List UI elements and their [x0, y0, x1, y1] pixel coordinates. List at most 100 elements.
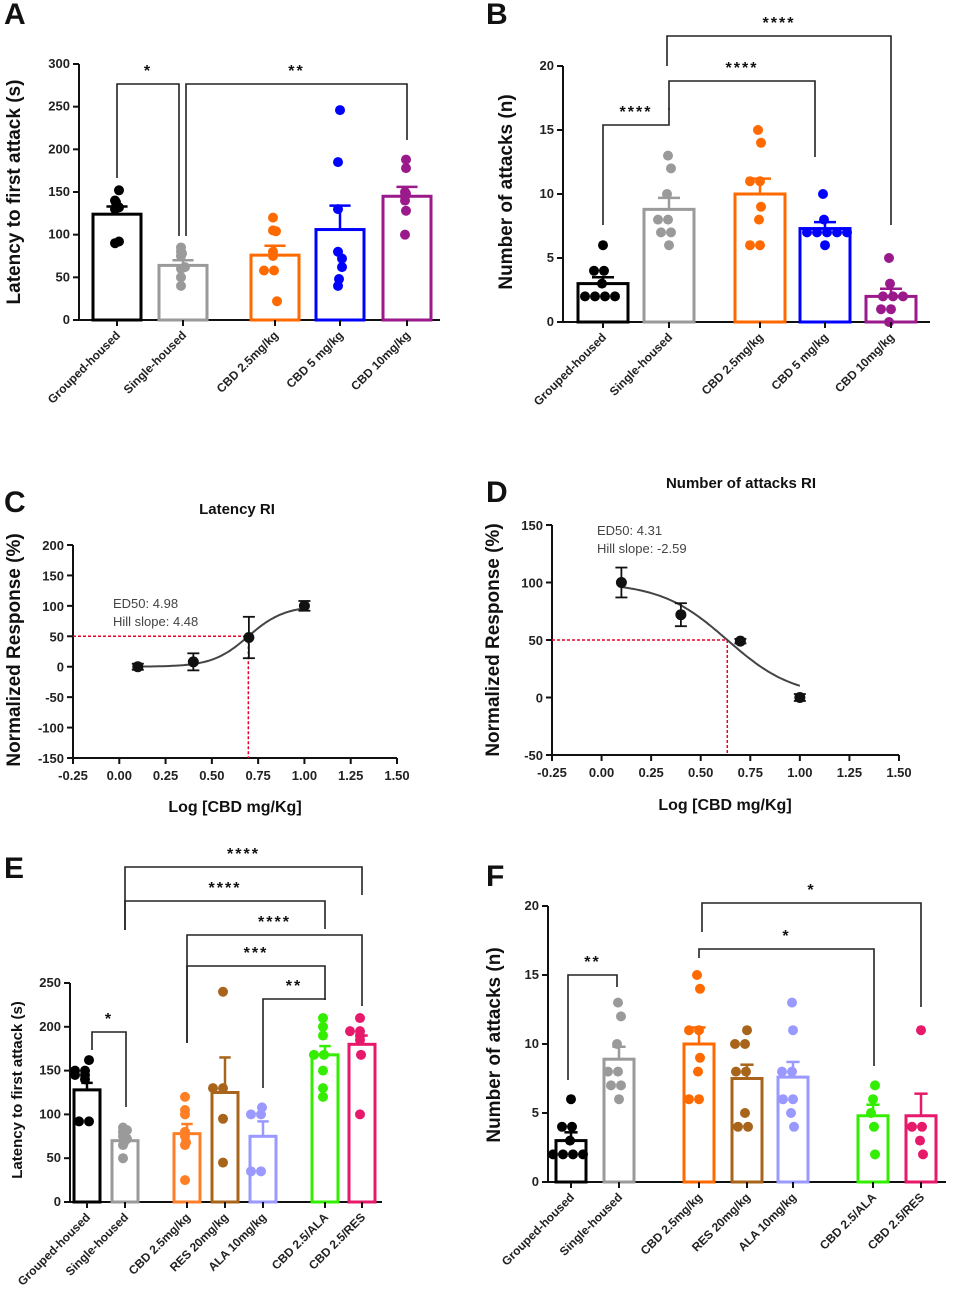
data-point: [884, 253, 894, 263]
x-tick-label: 1.50: [886, 765, 911, 780]
category-label: Single-housed: [607, 330, 675, 398]
data-point: [600, 291, 610, 302]
data-point: [335, 105, 345, 116]
data-point: [180, 1109, 190, 1120]
bar: [249, 253, 301, 322]
panel-letter-f: F: [486, 860, 504, 893]
bar: [733, 192, 787, 324]
data-point: [318, 1065, 328, 1076]
y-tick-label: 150: [521, 518, 543, 533]
data-point: [333, 280, 343, 291]
data-point: [272, 296, 282, 307]
y-tick-label: 200: [48, 141, 70, 156]
y-tick-label: 0: [63, 312, 70, 327]
y-tick-label: 100: [39, 1106, 61, 1121]
data-point: [355, 1109, 365, 1120]
data-point: [733, 1121, 743, 1132]
significance-bracket: [668, 80, 816, 157]
significance-label: ****: [726, 60, 759, 77]
x-tick-label: 0.00: [107, 768, 132, 783]
x-tick-label: 1.25: [837, 765, 862, 780]
data-point: [787, 1066, 797, 1077]
data-point: [114, 236, 124, 247]
y-tick-label: 150: [39, 1063, 61, 1078]
data-point: [876, 304, 886, 315]
panel-a: 0 50 100 150 200 250 300 Latency to first attac…: [4, 56, 440, 406]
data-point: [337, 253, 347, 264]
data-point: [756, 201, 766, 212]
data-point: [786, 1108, 796, 1118]
x-tick-label: 0.75: [738, 765, 763, 780]
data-point: [818, 189, 828, 199]
data-point: [243, 632, 255, 644]
data-point: [755, 176, 765, 187]
data-point: [885, 278, 895, 289]
data-point: [742, 1025, 752, 1036]
y-tick-label: 20: [525, 898, 539, 913]
data-point: [663, 150, 673, 161]
data-point: [401, 154, 411, 165]
data-point: [802, 227, 812, 238]
data-point: [684, 1094, 694, 1105]
data-point: [309, 1049, 319, 1060]
x-axis-label: Log [CBD mg/Kg]: [168, 799, 301, 816]
panel-letter-a: A: [4, 0, 26, 31]
data-point: [653, 214, 663, 225]
x-tick-label: 1.00: [787, 765, 812, 780]
x-tick-label: 0.50: [199, 768, 224, 783]
data-point: [734, 635, 746, 647]
y-tick-label: -150: [38, 751, 64, 766]
data-point: [319, 1049, 329, 1060]
data-point: [664, 240, 674, 251]
data-point: [271, 226, 281, 237]
data-point: [886, 304, 896, 315]
y-tick-label: 10: [525, 1036, 539, 1051]
data-point: [256, 1166, 266, 1177]
significance-bracket: [666, 35, 892, 225]
data-point: [684, 1025, 694, 1036]
significance-label: ****: [620, 104, 653, 121]
x-tick-label: 1.00: [292, 768, 317, 783]
y-tick-label: 5: [547, 250, 554, 265]
bar: [642, 207, 696, 324]
category-label: CBD 10mg/kg: [348, 328, 413, 393]
data-point: [741, 1066, 751, 1077]
y-tick-label: 15: [525, 967, 539, 982]
data-point: [613, 1066, 623, 1077]
data-point: [615, 577, 627, 588]
category-label: CBD 2.5mg/kg: [699, 330, 766, 397]
category-label: CBD 2.5mg/kg: [214, 328, 281, 395]
significance-label: *: [782, 928, 790, 945]
data-point: [256, 1109, 266, 1120]
data-point: [208, 1083, 218, 1094]
data-point: [345, 1026, 355, 1037]
data-point: [869, 1121, 879, 1132]
data-point: [794, 692, 806, 703]
data-point: [866, 1108, 876, 1118]
data-point: [694, 1094, 704, 1105]
significance-bracket: [186, 934, 363, 1043]
y-tick-label: 0: [54, 1194, 61, 1209]
data-point: [819, 214, 829, 225]
data-point: [80, 1074, 90, 1085]
data-point: [693, 1066, 703, 1077]
significance-bracket: [698, 948, 875, 1066]
data-point: [599, 265, 609, 276]
data-point: [870, 1080, 880, 1091]
data-point: [355, 1034, 365, 1045]
significance-label: ****: [209, 880, 242, 897]
y-axis-label: Number of attacks (n): [484, 947, 505, 1142]
y-tick-label: 50: [47, 1150, 61, 1165]
data-point: [176, 280, 186, 291]
x-tick-label: 1.25: [338, 768, 363, 783]
y-tick-label: 0: [57, 660, 64, 675]
data-point: [787, 997, 797, 1008]
data-point: [269, 265, 279, 276]
bar: [602, 1057, 636, 1184]
data-point: [246, 1109, 256, 1120]
panel-e: 0 50 100 150 200 250 Latency to first attack (…: [9, 846, 382, 1288]
data-point: [401, 163, 411, 174]
y-tick-label: 50: [56, 269, 70, 284]
data-point: [662, 189, 672, 199]
